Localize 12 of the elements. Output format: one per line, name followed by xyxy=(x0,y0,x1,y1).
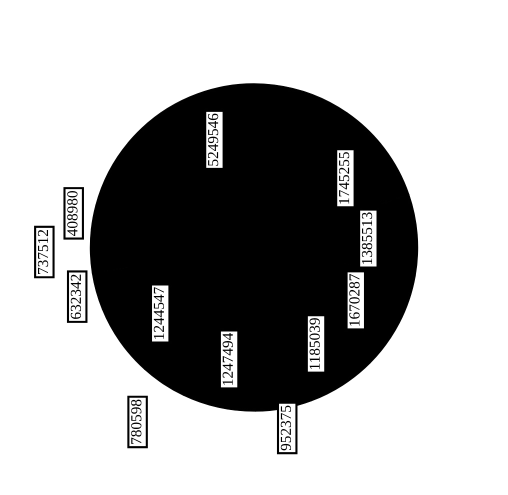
data-label: 737512 xyxy=(38,230,48,274)
data-label: 1247494 xyxy=(222,332,233,385)
data-label: 5249546 xyxy=(208,114,218,166)
data-label: 1670287 xyxy=(349,274,360,326)
data-label: 632342 xyxy=(70,274,82,319)
data-label: 1185039 xyxy=(310,318,320,370)
data-label: 1244547 xyxy=(154,287,164,339)
data-label: 780598 xyxy=(131,400,142,444)
data-label: 952375 xyxy=(280,406,292,450)
data-label: 408980 xyxy=(67,191,78,236)
data-label: 1385513 xyxy=(362,212,372,264)
data-label: 1745255 xyxy=(338,152,350,204)
